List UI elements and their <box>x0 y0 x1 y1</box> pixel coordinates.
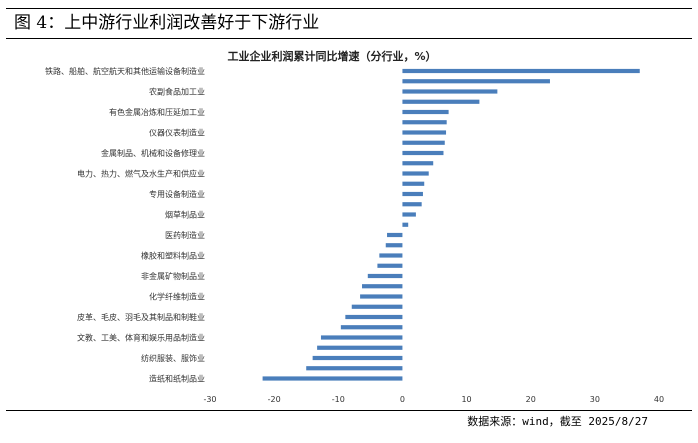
x-tick-label: 0 <box>400 395 405 404</box>
bar <box>402 150 444 156</box>
bar <box>402 89 498 94</box>
bar <box>402 191 423 197</box>
bar <box>385 243 403 248</box>
category-label: 有色金属冶炼和压延加工业 <box>109 107 205 117</box>
category-label: 皮革、毛皮、羽毛及其制品和制鞋业 <box>77 312 205 322</box>
footer-rule <box>6 410 692 411</box>
category-label: 烟草制品业 <box>165 210 205 220</box>
category-label: 医药制造业 <box>165 230 205 240</box>
bar <box>402 99 480 104</box>
bar <box>402 212 416 217</box>
category-label: 非金属矿物制品业 <box>141 271 205 281</box>
x-axis-tick-labels: -30 -20 -10 0 10 20 30 40 <box>203 395 664 404</box>
bar <box>402 171 429 176</box>
bar <box>402 222 409 227</box>
category-label: 橡胶和塑料制品业 <box>141 251 205 261</box>
header-top-rule <box>6 8 692 9</box>
category-label: 造纸和纸制品业 <box>149 374 205 384</box>
bar <box>402 130 447 135</box>
bar <box>367 273 403 279</box>
x-tick-label: 30 <box>590 395 600 404</box>
category-label: 文教、工美、体育和娱乐用品制造业 <box>77 333 205 343</box>
bar <box>402 109 449 115</box>
x-tick-label: -10 <box>332 395 345 404</box>
figure-title: 图 4：上中游行业利润改善好于下游行业 <box>14 13 320 33</box>
bar <box>345 314 403 320</box>
bar <box>306 366 403 371</box>
bar <box>377 263 403 268</box>
bar <box>351 304 403 309</box>
category-label: 化学纤维制造业 <box>149 292 205 302</box>
category-label: 电力、热力、燃气及水生产和供应业 <box>77 169 205 179</box>
header-bottom-rule <box>6 38 692 39</box>
category-label: 纺织服装、服饰业 <box>141 353 205 363</box>
category-label: 农副食品加工业 <box>149 87 205 97</box>
source-note: 数据来源：wind，截至 2025/8/27 <box>467 415 648 428</box>
bar <box>402 161 434 166</box>
bar <box>379 253 403 258</box>
bar <box>312 355 403 361</box>
bar <box>402 120 447 125</box>
x-tick-label: 40 <box>654 395 664 404</box>
bar <box>320 335 403 340</box>
category-label: 铁路、船舶、航空航天和其他运输设备制造业 <box>45 66 205 76</box>
bars-group <box>262 68 640 381</box>
category-labels: 铁路、船舶、航空航天和其他运输设备制造业农副食品加工业有色金属冶炼和压延加工业仪… <box>45 66 205 384</box>
bar <box>317 345 403 350</box>
x-tick-label: 10 <box>461 395 471 404</box>
bar <box>402 68 640 74</box>
x-tick-label: 20 <box>526 395 536 404</box>
category-label: 仪器仪表制造业 <box>149 128 205 138</box>
x-tick-label: -20 <box>268 395 281 404</box>
bar <box>402 181 425 186</box>
bar <box>362 284 403 289</box>
bar <box>262 376 403 381</box>
bar <box>402 79 550 84</box>
bar <box>402 202 422 207</box>
x-tick-label: -30 <box>203 395 216 404</box>
category-label: 金属制品、机械和设备修理业 <box>101 148 205 158</box>
bar <box>340 325 403 330</box>
bar <box>360 294 403 299</box>
bar <box>387 232 403 238</box>
bar <box>402 140 445 145</box>
chart-title: 工业企业利润累计同比增速（分行业，%） <box>227 49 436 63</box>
category-label: 专用设备制造业 <box>149 189 205 199</box>
